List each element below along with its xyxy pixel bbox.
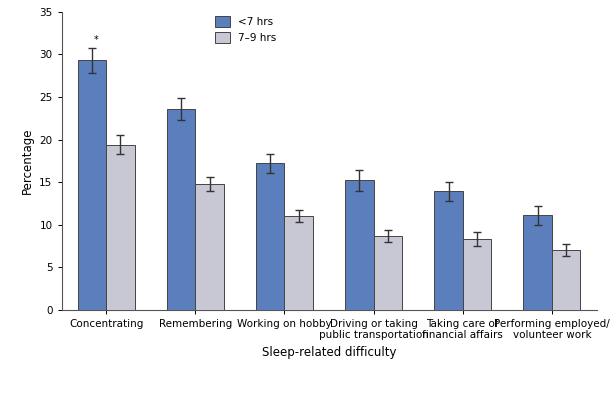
Bar [77, 60, 106, 310]
Bar [284, 216, 313, 310]
Bar [552, 250, 581, 310]
Bar [523, 215, 552, 310]
Text: *: * [93, 35, 98, 45]
Bar [167, 109, 196, 310]
Legend: <7 hrs, 7–9 hrs: <7 hrs, 7–9 hrs [212, 12, 281, 47]
Y-axis label: Percentage: Percentage [21, 127, 34, 194]
Bar [434, 191, 462, 310]
Bar [345, 180, 373, 310]
Bar [196, 184, 224, 310]
Bar [373, 236, 402, 310]
Bar [106, 145, 135, 310]
X-axis label: Sleep-related difficulty: Sleep-related difficulty [262, 346, 396, 359]
Bar [256, 163, 284, 310]
Bar [462, 239, 491, 310]
